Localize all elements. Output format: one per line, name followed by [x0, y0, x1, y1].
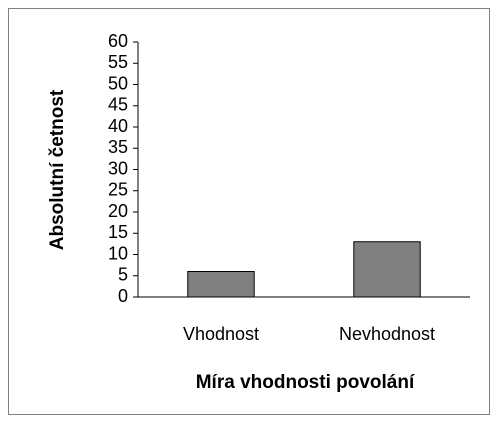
- y-tick-label: 30: [108, 158, 128, 178]
- y-axis-title: Absolutní četnost: [47, 89, 68, 250]
- x-tick-label: Nevhodnost: [339, 324, 435, 344]
- y-tick-label: 15: [108, 222, 128, 242]
- y-tick-label: 55: [108, 52, 128, 72]
- y-tick-label: 45: [108, 95, 128, 115]
- y-tick-label: 40: [108, 116, 128, 136]
- y-tick-label: 25: [108, 180, 128, 200]
- x-tick-label: Vhodnost: [183, 324, 259, 344]
- y-tick-label: 60: [108, 31, 128, 51]
- y-tick-label: 20: [108, 201, 128, 221]
- x-axis-title: Míra vhodnosti povolání: [196, 372, 415, 393]
- bar: [353, 241, 421, 298]
- y-tick-label: 35: [108, 137, 128, 157]
- y-tick-label: 0: [118, 286, 128, 306]
- y-tick-label: 10: [108, 243, 128, 263]
- chart-frame: [8, 8, 490, 415]
- bar: [187, 271, 255, 298]
- y-tick-label: 50: [108, 73, 128, 93]
- y-tick-label: 5: [118, 265, 128, 285]
